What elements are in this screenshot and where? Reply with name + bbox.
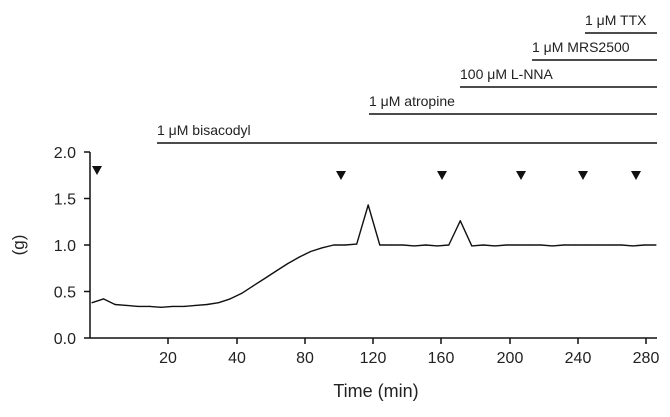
trace-point (563, 244, 565, 246)
trace-point (643, 244, 646, 246)
drug-label-l-nna: 100 μM L-NNA (460, 66, 554, 82)
trace-point (252, 285, 254, 287)
trace-point (471, 245, 473, 247)
trace-point (206, 303, 208, 306)
x-axis-title: Time (min) (333, 381, 418, 401)
trace-point (586, 244, 588, 246)
drug-label-mrs2500: 1 μM MRS2500 (532, 39, 630, 55)
x-tick-label-6: 240 (565, 350, 592, 367)
stimulus-marker-6 (631, 171, 641, 180)
drug-label-atropine: 1 μM atropine (369, 93, 455, 109)
stimulus-marker-1 (92, 166, 102, 175)
x-tick-label-3: 120 (360, 350, 387, 367)
trace-point (91, 302, 93, 304)
trace-point (356, 243, 358, 245)
stimulus-marker-5 (578, 171, 588, 180)
x-tick-label-7: 280 (633, 350, 660, 367)
trace-point (482, 244, 484, 246)
trace-point (114, 303, 116, 306)
x-tick-label-0: 20 (159, 350, 177, 367)
trace-point (574, 244, 577, 246)
trace-point (597, 244, 600, 246)
trace-point (149, 305, 151, 307)
drug-bars: 1 μM bisacodyl 1 μM atropine 100 μM L-NN… (157, 12, 657, 144)
drug-label-ttx: 1 μM TTX (585, 12, 647, 28)
trace-point (494, 245, 496, 247)
x-tick-label-5: 200 (497, 350, 524, 367)
x-tick-label-4: 160 (428, 350, 455, 367)
trace-point (183, 305, 185, 307)
trace-point (655, 244, 657, 246)
tension-trace-line (91, 204, 656, 308)
trace-point (287, 263, 289, 265)
trace-point (125, 304, 128, 306)
trace-point (367, 204, 369, 206)
y-tick-label-3: 1.5 (54, 192, 76, 209)
trace-point (160, 306, 162, 308)
y-tick-label-0: 0.0 (54, 331, 76, 348)
trace-point (137, 305, 139, 307)
trace-point (390, 244, 392, 246)
trace-point (620, 244, 623, 246)
trace-point (102, 298, 105, 300)
y-tick-label-1: 0.5 (54, 285, 76, 302)
trace-point (528, 244, 531, 246)
trace-point (310, 250, 312, 253)
trace-point (425, 244, 427, 246)
trace-point (264, 277, 266, 280)
trace-point (459, 220, 461, 222)
trace-point (218, 302, 220, 304)
drug-label-bisacodyl: 1 μM bisacodyl (157, 122, 251, 138)
trace-point (333, 244, 335, 246)
y-tick-label-4: 2.0 (54, 145, 76, 162)
stimulus-marker-4 (516, 171, 526, 180)
trace-point (379, 244, 381, 246)
trace-point (505, 244, 507, 246)
trace-point (551, 245, 554, 247)
trace-point (609, 244, 611, 246)
trace-point (298, 256, 300, 258)
trace-point (275, 270, 277, 272)
trace-point (241, 292, 243, 294)
trace-point (517, 244, 519, 246)
trace-point (321, 247, 323, 249)
y-tick-label-2: 1.0 (54, 238, 76, 255)
x-axis: 20 40 80 120 160 200 240 280 Time (min) (90, 337, 660, 401)
trace-point (172, 305, 174, 307)
trace-point (402, 244, 404, 246)
tension-trace (91, 204, 657, 308)
trace-point (229, 298, 231, 300)
x-tick-label-1: 40 (228, 350, 246, 367)
stimulus-markers (92, 166, 641, 180)
stimulus-marker-3 (437, 171, 447, 180)
x-tick-label-2: 80 (296, 350, 314, 367)
y-axis-title: (g) (9, 235, 28, 256)
trace-point (195, 304, 197, 306)
trace-point (436, 245, 438, 247)
trace-point (540, 244, 542, 246)
trace-point (448, 244, 450, 246)
trace-point (413, 245, 415, 247)
trace-point (344, 244, 346, 246)
stimulus-marker-2 (336, 171, 346, 180)
trace-point (632, 245, 634, 247)
y-axis: 0.0 0.5 1.0 1.5 2.0 (g) (9, 145, 91, 348)
